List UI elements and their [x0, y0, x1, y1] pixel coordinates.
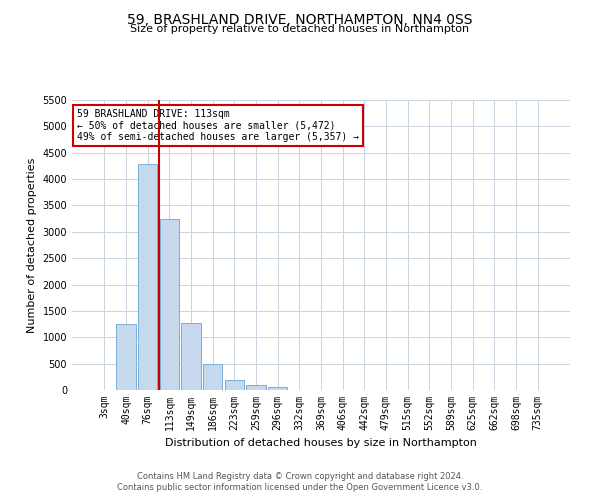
Text: 59 BRASHLAND DRIVE: 113sqm
← 50% of detached houses are smaller (5,472)
49% of s: 59 BRASHLAND DRIVE: 113sqm ← 50% of deta… — [77, 108, 359, 142]
Text: 59, BRASHLAND DRIVE, NORTHAMPTON, NN4 0SS: 59, BRASHLAND DRIVE, NORTHAMPTON, NN4 0S… — [127, 12, 473, 26]
Text: Size of property relative to detached houses in Northampton: Size of property relative to detached ho… — [130, 24, 470, 34]
Bar — [138, 164, 157, 390]
Y-axis label: Number of detached properties: Number of detached properties — [27, 158, 37, 332]
Bar — [224, 380, 244, 390]
Text: Contains HM Land Registry data © Crown copyright and database right 2024.
Contai: Contains HM Land Registry data © Crown c… — [118, 472, 482, 492]
Bar — [181, 322, 201, 390]
X-axis label: Distribution of detached houses by size in Northampton: Distribution of detached houses by size … — [165, 438, 477, 448]
Bar — [116, 324, 136, 390]
Bar — [268, 387, 287, 390]
Bar — [160, 218, 179, 390]
Bar — [246, 386, 266, 390]
Bar — [203, 364, 223, 390]
